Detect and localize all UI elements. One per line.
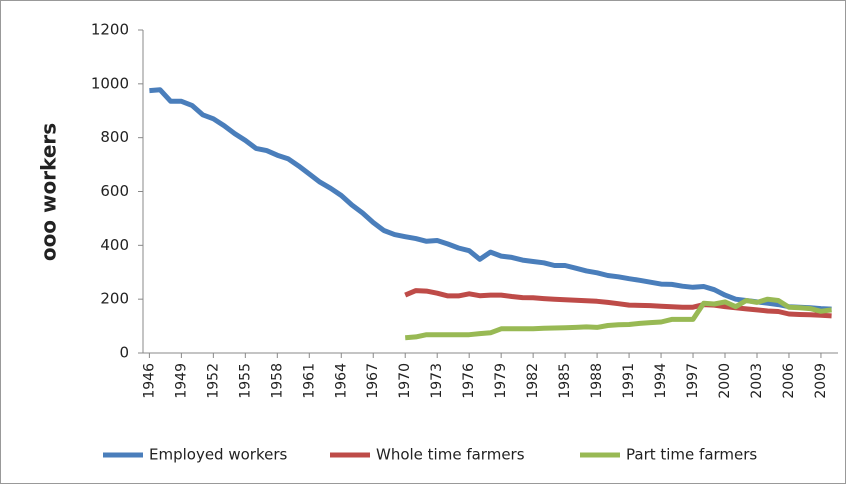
x-tick-label: 1955 bbox=[237, 363, 253, 399]
y-tick-label: 1000 bbox=[91, 74, 129, 92]
x-tick-label: 1964 bbox=[333, 363, 349, 399]
x-tick-label: 1958 bbox=[269, 363, 285, 399]
series-line bbox=[149, 87, 832, 312]
x-tick-label: 1961 bbox=[301, 363, 317, 399]
x-tick-label: 2009 bbox=[813, 363, 829, 399]
y-tick-label: 0 bbox=[119, 344, 129, 362]
y-tick-label: 1200 bbox=[91, 21, 129, 39]
legend-label: Whole time farmers bbox=[376, 446, 525, 464]
x-tick-label: 1979 bbox=[493, 363, 509, 399]
series-line bbox=[405, 296, 832, 341]
x-tick-label: 1967 bbox=[365, 363, 381, 399]
legend-label: Part time farmers bbox=[626, 446, 757, 464]
series-line bbox=[404, 288, 832, 319]
x-tick-label: 1982 bbox=[525, 363, 541, 399]
x-tick-label: 1949 bbox=[173, 363, 189, 399]
x-tick-label: 2003 bbox=[749, 363, 765, 399]
x-tick-label: 1991 bbox=[621, 363, 637, 399]
y-tick-label: 800 bbox=[100, 128, 129, 146]
x-tick-label: 1985 bbox=[557, 363, 573, 399]
x-tick-label: 1946 bbox=[141, 363, 157, 399]
x-tick-label: 1970 bbox=[397, 363, 413, 399]
x-tick-label: 1997 bbox=[685, 363, 701, 399]
y-tick-label: 600 bbox=[100, 182, 129, 200]
y-tick-label: 400 bbox=[100, 236, 129, 254]
x-tick-label: 2006 bbox=[781, 363, 797, 399]
x-tick-label: 1952 bbox=[205, 363, 221, 399]
x-tick-label: 2000 bbox=[717, 363, 733, 399]
legend-label: Employed workers bbox=[149, 446, 288, 464]
y-tick-label: 200 bbox=[100, 290, 129, 308]
x-tick-label: 1976 bbox=[461, 363, 477, 399]
x-tick-label: 1994 bbox=[653, 363, 669, 399]
x-tick-label: 1973 bbox=[429, 363, 445, 399]
y-axis-label: ooo workers bbox=[37, 123, 61, 261]
x-tick-label: 1988 bbox=[589, 363, 605, 399]
